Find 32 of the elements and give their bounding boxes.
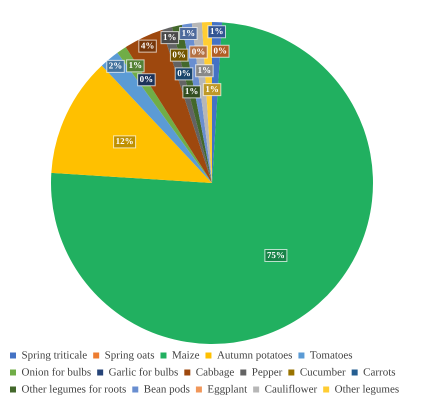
legend-label: Onion for bulbs [22, 366, 92, 378]
legend-label: Other legumes for roots [22, 383, 126, 396]
data-label: 1% [205, 84, 219, 94]
legend-label: Maize [172, 349, 200, 362]
data-label: 1% [198, 65, 212, 76]
legend-label: Garlic for bulbs [108, 366, 178, 378]
text: 0% [192, 46, 206, 56]
legend-label: Other legumes [334, 383, 400, 396]
legend-label: Tomatoes [310, 349, 353, 362]
legend-label: Spring oats [104, 349, 154, 362]
data-label: 1% [182, 28, 196, 38]
legend-label: Cabbage [196, 366, 234, 378]
text: 0% [172, 49, 186, 60]
data-label: 1% [184, 86, 198, 96]
legend-label: Eggplant [207, 383, 248, 396]
data-label: 75% [266, 250, 285, 260]
data-label: 4% [140, 40, 154, 50]
legend-label: Cucumber [300, 366, 346, 378]
legend-label: Autumn potatoes [216, 349, 292, 362]
data-label: 1% [128, 60, 142, 70]
legend-label: Carrots [363, 366, 396, 378]
text: 0% [177, 68, 191, 78]
data-label: 1% [163, 32, 177, 42]
data-label: 12% [116, 136, 134, 146]
legend-label: Cauliflower [264, 383, 318, 396]
legend-label: Spring triticale [22, 349, 88, 362]
legend-label: Pepper [252, 366, 283, 378]
data-label: 2% [108, 60, 122, 71]
data-label: 1% [210, 26, 224, 36]
text: 0% [214, 46, 228, 56]
legend-label: Bean pods [144, 383, 190, 396]
text: 0% [140, 74, 154, 84]
